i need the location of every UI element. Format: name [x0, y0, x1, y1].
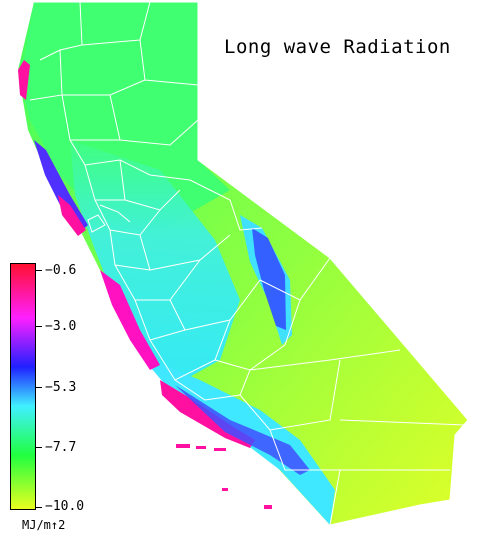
tick-mark — [36, 270, 42, 271]
coast-southern-blue — [175, 385, 310, 475]
tick-mark — [36, 387, 42, 388]
northern-region — [20, 2, 230, 230]
legend-units: MJ/m↑2 — [22, 518, 66, 532]
coast-central-hot — [34, 140, 88, 232]
legend-tick-label: −0.6 — [45, 263, 77, 278]
coast-north-hot — [18, 60, 30, 100]
coast-monterey-hot — [100, 270, 160, 370]
tick-mark — [36, 326, 42, 327]
legend-tick-label: −7.7 — [45, 440, 77, 455]
legend-tick-label: −5.3 — [45, 380, 77, 395]
legend-tick-label: −10.0 — [45, 499, 85, 514]
map-title: Long wave Radiation — [224, 36, 451, 58]
channel-islands — [176, 444, 272, 509]
legend-tick-label: −3.0 — [45, 319, 77, 334]
county-boundaries — [29, 1, 469, 526]
sierra-dark — [252, 228, 286, 330]
coast-sf-hot — [58, 195, 86, 236]
tick-mark — [36, 447, 42, 448]
tick-mark — [36, 507, 42, 508]
central-valley — [70, 140, 240, 385]
color-scale-bar — [10, 263, 36, 510]
